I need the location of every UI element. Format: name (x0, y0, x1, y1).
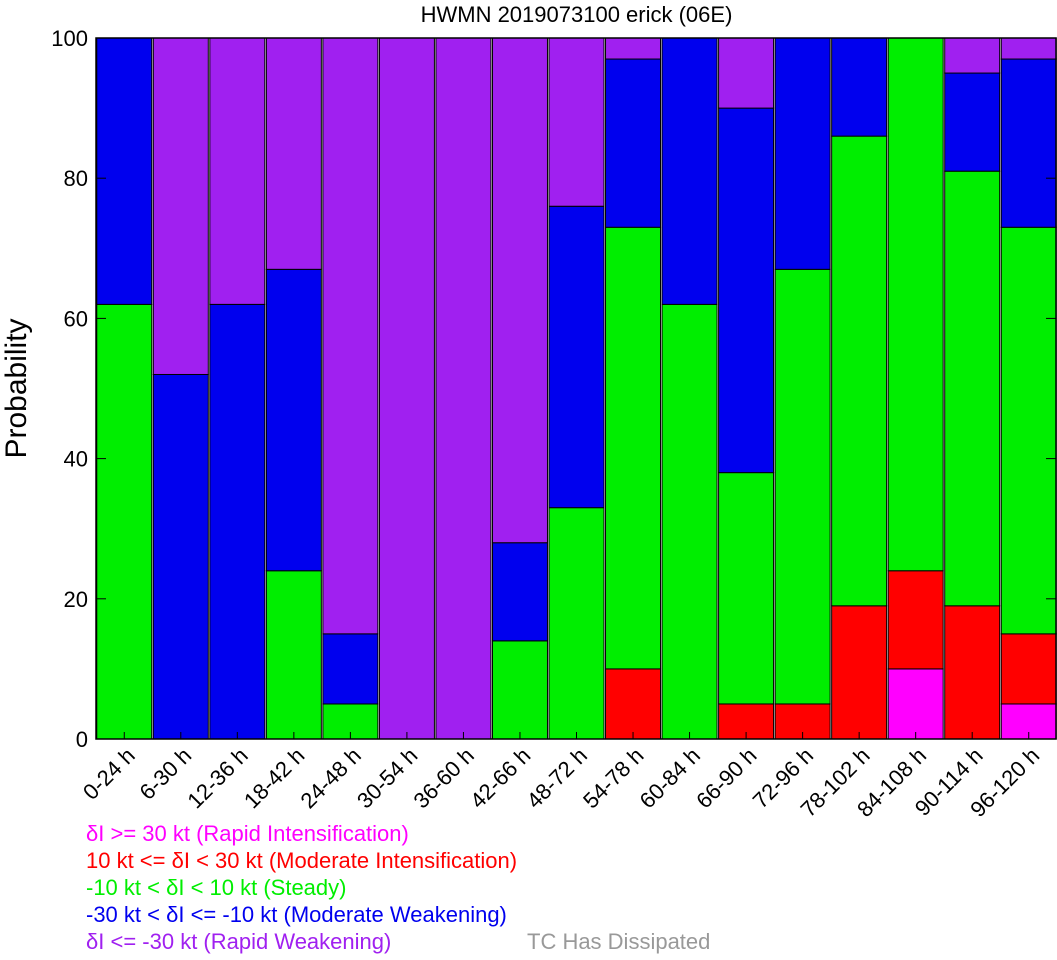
x-tick-label: 42-66 h (465, 743, 535, 813)
legend-entry-rapid-weakening: δI <= -30 kt (Rapid Weakening) (86, 928, 517, 955)
y-tick-label: 80 (64, 166, 88, 191)
legend-entry-rapid-intensification: δI >= 30 kt (Rapid Intensification) (86, 820, 517, 847)
y-tick-label: 60 (64, 306, 88, 331)
chart-title: HWMN 2019073100 erick (06E) (421, 2, 733, 27)
bar-segment-kt-i-kt-moderate-intensification (1000, 633, 1057, 705)
bar-segment-kt-i-kt-steady (96, 303, 153, 740)
bar-segment-kt-i-kt-steady (605, 226, 662, 670)
legend-label-moderate-weakening: -30 kt < δI <= -10 kt (Moderate Weakenin… (86, 902, 507, 927)
bar-segment-i-kt-rapid-weakening (152, 37, 209, 375)
bar-segment-kt-i-kt-moderate-intensification (944, 605, 1001, 740)
bar-segment-kt-i-kt-moderate-intensification (831, 605, 888, 740)
x-tick-label: 30-54 h (352, 743, 422, 813)
legend-entry-moderate-weakening: -30 kt < δI <= -10 kt (Moderate Weakenin… (86, 901, 517, 928)
x-tick-label: 24-48 h (295, 743, 365, 813)
legend-label-rapid-weakening: δI <= -30 kt (Rapid Weakening) (86, 929, 392, 954)
bar-segment-kt-i-kt-moderate-intensification (887, 570, 944, 670)
legend-label-moderate-intensification: 10 kt <= δI < 30 kt (Moderate Intensific… (86, 848, 518, 873)
bar-segment-kt-i-kt-steady (944, 170, 1001, 607)
legend-entry-moderate-intensification: 10 kt <= δI < 30 kt (Moderate Intensific… (86, 847, 517, 874)
legend-label-steady: -10 kt < δI < 10 kt (Steady) (86, 875, 347, 900)
bar-segment-kt-i-kt-steady (831, 135, 888, 607)
y-tick-label: 40 (64, 447, 88, 472)
bar-segment-kt-i-kt-steady (774, 268, 831, 705)
legend-label-rapid-intensification: δI >= 30 kt (Rapid Intensification) (86, 821, 409, 846)
bar-segment-kt-i-kt-moderate-weakening (774, 37, 831, 270)
bar-segment-i-kt-rapid-weakening (378, 37, 435, 740)
bar-segment-kt-i-kt-steady (661, 303, 718, 740)
bar-segment-i-kt-rapid-weakening (322, 37, 379, 635)
legend-entry-steady: -10 kt < δI < 10 kt (Steady) (86, 874, 517, 901)
x-tick-label: 66-90 h (691, 743, 761, 813)
bar-segment-i-kt-rapid-weakening (209, 37, 266, 305)
bar-segment-kt-i-kt-steady (491, 640, 548, 740)
bar-segment-kt-i-kt-moderate-weakening (831, 37, 888, 137)
x-tick-label: 54-78 h (578, 743, 648, 813)
bar-segment-i-kt-rapid-weakening (944, 37, 1001, 74)
bar-segment-kt-i-kt-steady (887, 37, 944, 572)
bar-segment-kt-i-kt-moderate-weakening (491, 542, 548, 642)
bar-segment-i-kt-rapid-weakening (548, 37, 605, 207)
y-tick-label: 0 (76, 727, 88, 752)
bar-segment-kt-i-kt-steady (1000, 226, 1057, 635)
bar-segment-kt-i-kt-moderate-weakening (944, 72, 1001, 172)
x-tick-label: 0-24 h (78, 743, 140, 805)
bar-segment-kt-i-kt-moderate-weakening (322, 633, 379, 705)
bar-segment-kt-i-kt-moderate-intensification (605, 668, 662, 740)
bar-segment-kt-i-kt-moderate-weakening (661, 37, 718, 305)
bar-segment-i-kt-rapid-weakening (718, 37, 775, 109)
bar-segment-kt-i-kt-steady (548, 507, 605, 740)
dissipated-note: TC Has Dissipated (527, 929, 711, 954)
x-tick-label: 18-42 h (239, 743, 309, 813)
bar-segment-i-kt-rapid-weakening (491, 37, 548, 544)
bar-segment-i-kt-rapid-weakening (265, 37, 322, 270)
x-tick-label: 36-60 h (409, 743, 479, 813)
y-tick-label: 20 (64, 587, 88, 612)
bar-segment-i-kt-rapid-weakening (605, 37, 662, 60)
bar-segment-kt-i-kt-moderate-weakening (718, 107, 775, 474)
bar-segment-kt-i-kt-steady (265, 570, 322, 740)
legend: δI >= 30 kt (Rapid Intensification) 10 k… (86, 820, 517, 955)
bar-segment-i-kt-rapid-intensification (887, 668, 944, 740)
bar-segment-kt-i-kt-moderate-weakening (548, 205, 605, 509)
bar-segment-kt-i-kt-moderate-weakening (209, 303, 266, 740)
plot-frame (95, 37, 1057, 740)
bar-segment-kt-i-kt-moderate-weakening (96, 37, 153, 305)
bar-segment-i-kt-rapid-weakening (1000, 37, 1057, 60)
x-tick-label: 12-36 h (182, 743, 252, 813)
bar-segment-kt-i-kt-moderate-weakening (605, 58, 662, 228)
y-tick-label: 100 (51, 26, 88, 51)
bar-segment-i-kt-rapid-weakening (435, 37, 492, 740)
x-tick-label: 48-72 h (522, 743, 592, 813)
bar-segment-kt-i-kt-moderate-weakening (152, 373, 209, 740)
bar-segment-kt-i-kt-moderate-weakening (1000, 58, 1057, 228)
bar-segment-kt-i-kt-steady (718, 472, 775, 705)
x-tick-label: 60-84 h (635, 743, 705, 813)
bar-segment-kt-i-kt-moderate-weakening (265, 268, 322, 572)
y-axis-label: Probability (0, 318, 33, 458)
